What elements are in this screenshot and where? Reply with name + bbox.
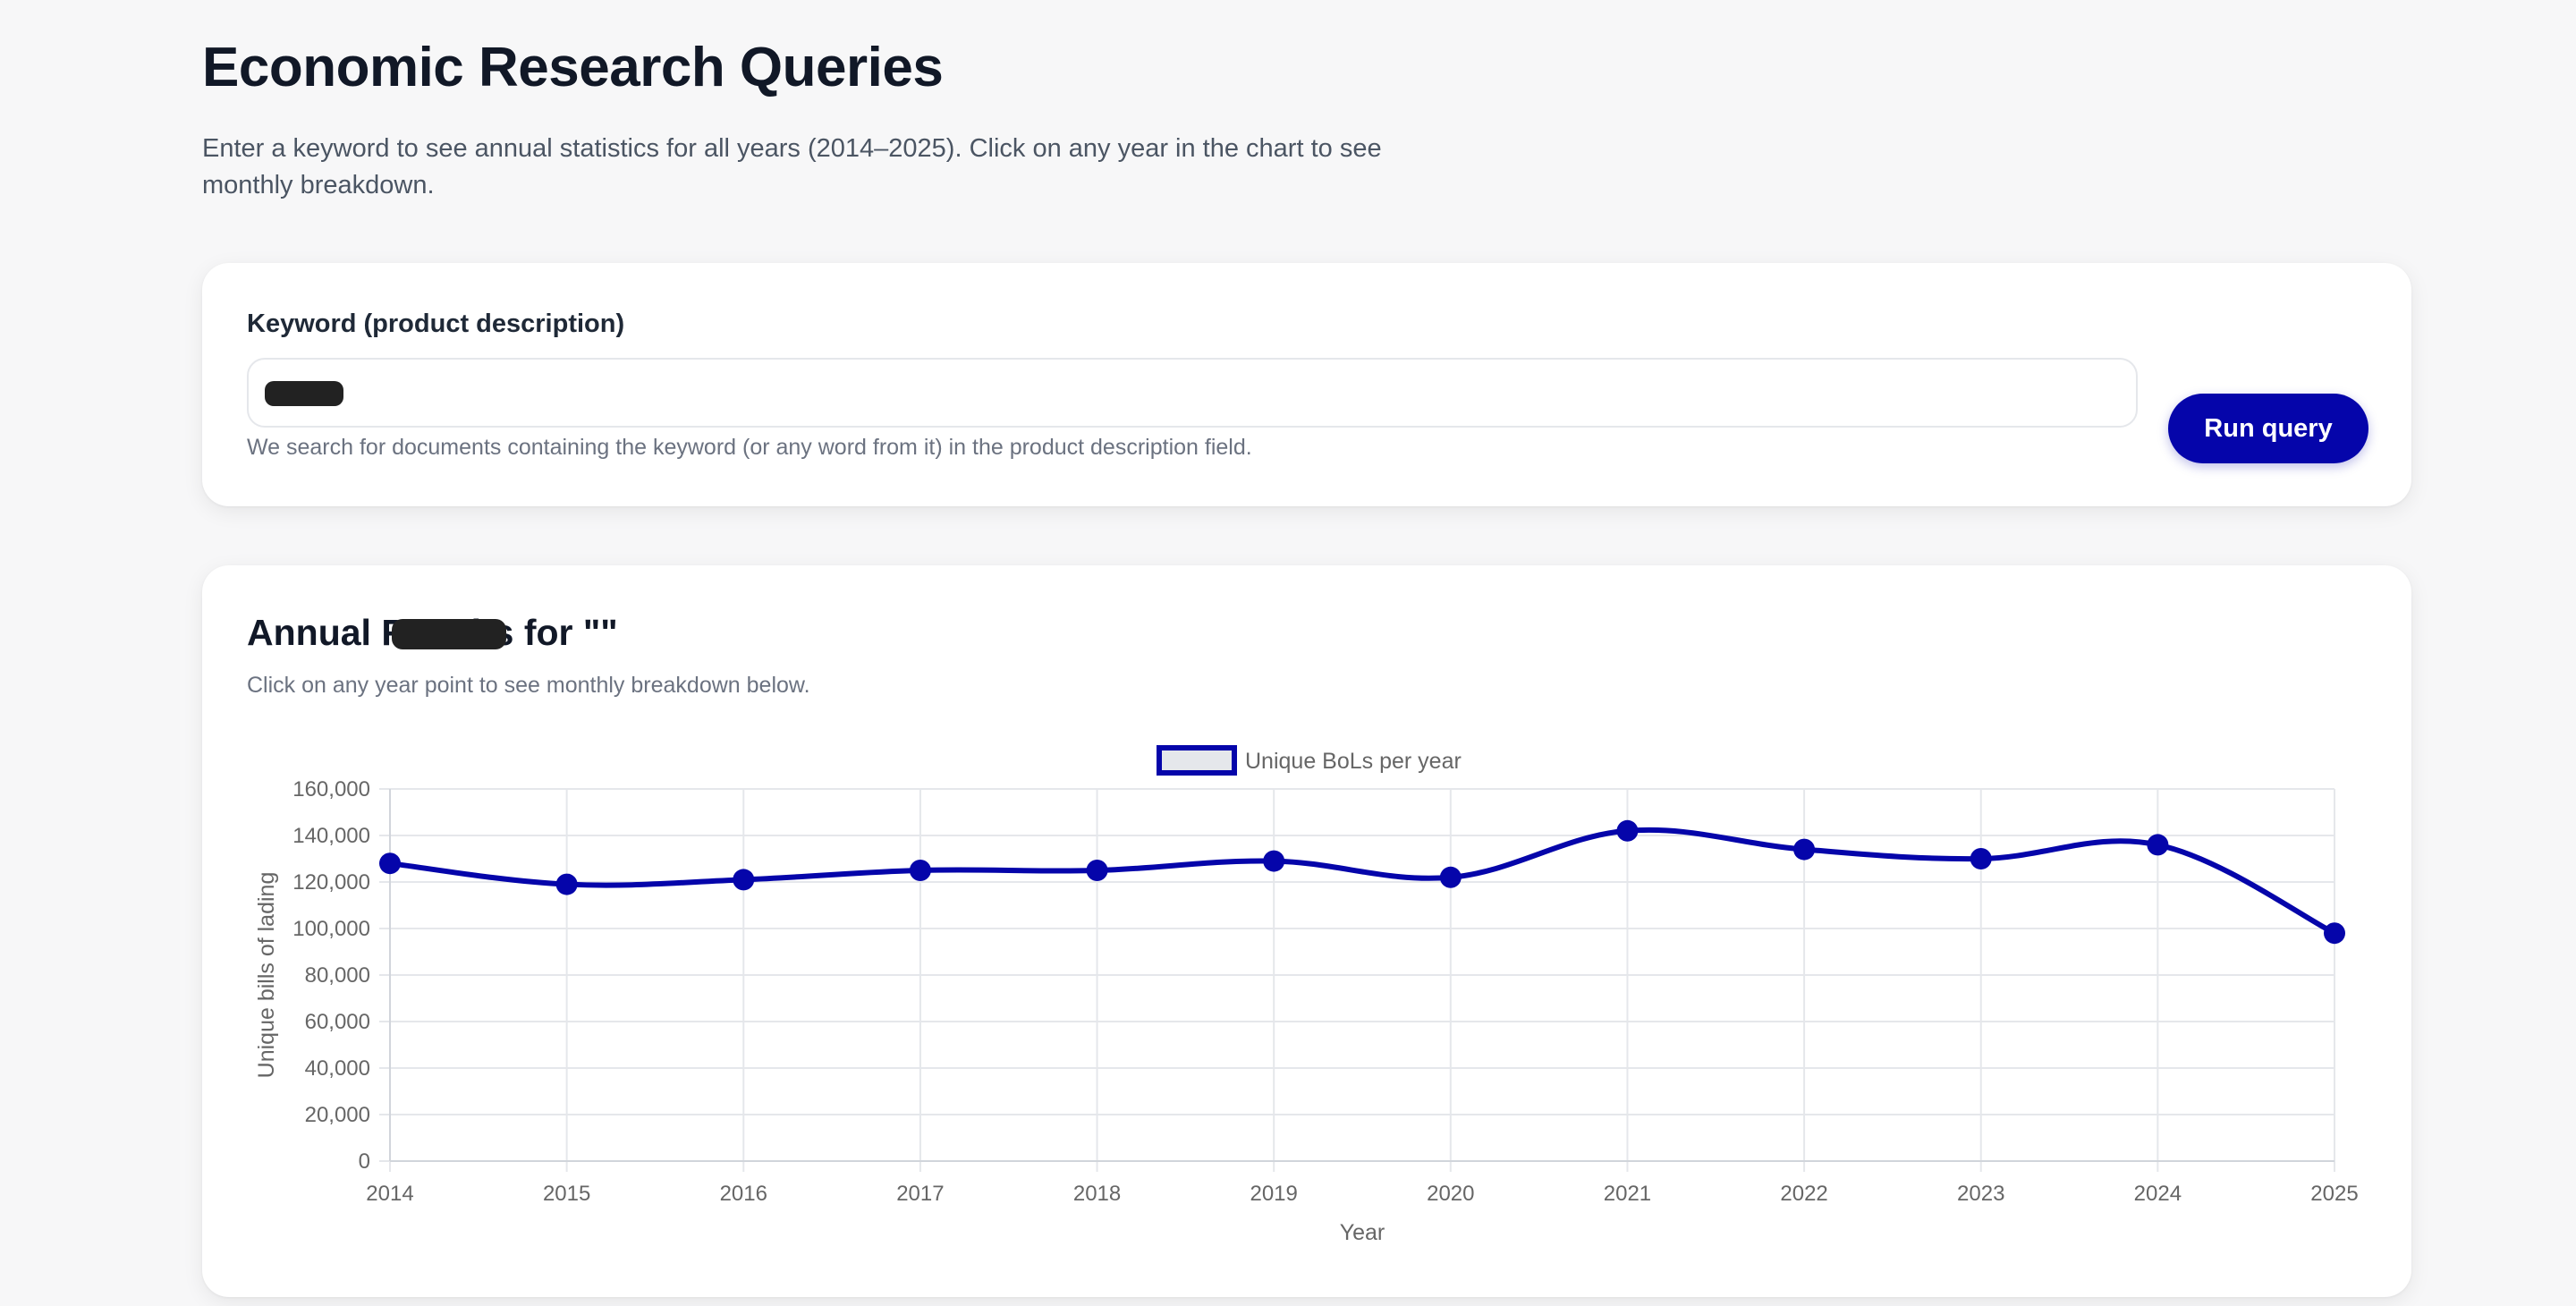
data-point-2024[interactable]: [2147, 834, 2169, 856]
data-point-2015[interactable]: [555, 873, 578, 895]
y-tick-label: 60,000: [305, 1010, 370, 1034]
series-line: [387, 827, 2337, 937]
x-tick-label: 2015: [543, 1182, 590, 1206]
query-card: Keyword (product description) We search …: [202, 263, 2411, 506]
keyword-hint: We search for documents containing the k…: [247, 435, 1252, 460]
page-title: Economic Research Queries: [202, 37, 944, 98]
results-subtitle: Click on any year point to see monthly b…: [247, 673, 810, 698]
y-tick-label: 80,000: [305, 963, 370, 988]
run-query-button[interactable]: Run query: [2168, 394, 2368, 463]
data-point-2025[interactable]: [2324, 922, 2345, 945]
redaction-mark: [265, 381, 343, 406]
x-axis-title: Year: [1340, 1220, 1385, 1245]
y-tick-label: 40,000: [305, 1056, 370, 1081]
x-tick-label: 2021: [1604, 1182, 1651, 1206]
data-point-2021[interactable]: [1616, 819, 1639, 842]
data-point-2020[interactable]: [1439, 866, 1462, 888]
y-tick-label: 160,000: [292, 777, 370, 801]
x-tick-label: 2022: [1780, 1182, 1827, 1206]
redaction-mark: [392, 619, 506, 649]
data-point-2022[interactable]: [1793, 838, 1816, 861]
data-point-2016[interactable]: [733, 869, 755, 891]
y-axis-title: Unique bills of lading: [254, 872, 279, 1079]
y-tick-label: 140,000: [292, 824, 370, 848]
x-tick-label: 2023: [1957, 1182, 2004, 1206]
data-point-2014[interactable]: [379, 852, 401, 875]
x-tick-label: 2014: [366, 1182, 413, 1206]
x-tick-label: 2018: [1073, 1182, 1121, 1206]
data-point-2019[interactable]: [1263, 850, 1285, 872]
x-tick-label: 2019: [1250, 1182, 1297, 1206]
y-tick-label: 100,000: [292, 917, 370, 941]
data-point-2023[interactable]: [1970, 848, 1992, 869]
x-tick-label: 2024: [2134, 1182, 2182, 1206]
keyword-input[interactable]: [247, 358, 2138, 428]
data-point-2018[interactable]: [1086, 860, 1108, 881]
x-tick-label: 2017: [896, 1182, 944, 1206]
x-tick-label: 2025: [2310, 1182, 2358, 1206]
legend-label: Unique BoLs per year: [1245, 749, 1462, 774]
data-point-2017[interactable]: [909, 860, 931, 881]
y-tick-label: 20,000: [305, 1103, 370, 1127]
legend-swatch[interactable]: [1157, 745, 1237, 776]
page-description: Enter a keyword to see annual statistics…: [202, 134, 1382, 199]
y-tick-label: 0: [359, 1149, 370, 1174]
keyword-label: Keyword (product description): [247, 310, 625, 338]
y-tick-label: 120,000: [292, 870, 370, 895]
x-tick-label: 2016: [720, 1182, 767, 1206]
x-tick-label: 2020: [1427, 1182, 1474, 1206]
